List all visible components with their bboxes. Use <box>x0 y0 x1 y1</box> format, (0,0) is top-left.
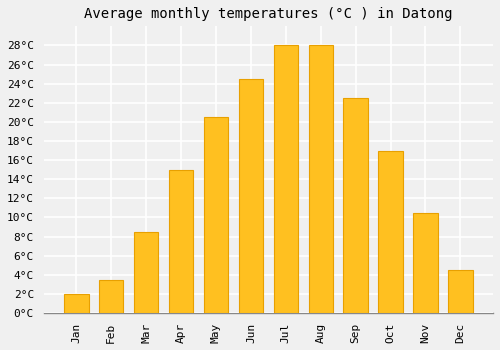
Title: Average monthly temperatures (°C ) in Datong: Average monthly temperatures (°C ) in Da… <box>84 7 452 21</box>
Bar <box>204 117 228 313</box>
Bar <box>169 170 194 313</box>
Bar <box>414 213 438 313</box>
Bar <box>99 280 124 313</box>
Bar <box>64 294 88 313</box>
Bar <box>308 46 333 313</box>
Bar <box>344 98 368 313</box>
Bar <box>378 150 403 313</box>
Bar <box>238 79 263 313</box>
Bar <box>134 232 158 313</box>
Bar <box>274 46 298 313</box>
Bar <box>448 270 472 313</box>
